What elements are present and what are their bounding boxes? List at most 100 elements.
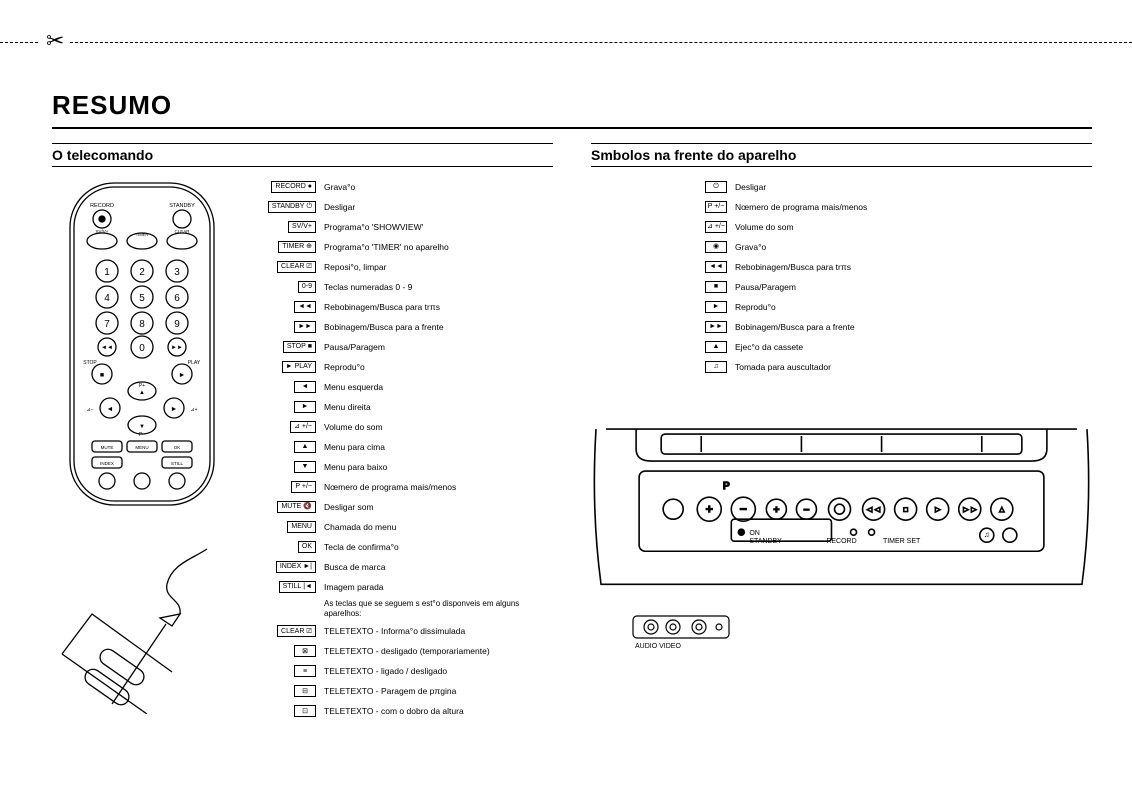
legend-desc: TELETEXTO - com o dobro da altura (324, 706, 464, 716)
legend-row: ▲ Menu para cima (260, 439, 553, 454)
legend-key-glyph: ▲ (713, 343, 720, 350)
legend-key-icon: CLEAR⎚ (260, 625, 316, 637)
svg-text:+: + (773, 505, 779, 516)
legend-row: ► Menu direita (260, 399, 553, 414)
legend-note: As teclas que se seguem s est°o disponve… (324, 599, 524, 620)
legend-desc: Rebobinagem/Busca para trπs (324, 302, 440, 312)
legend-key-glyph: ◄◄ (298, 303, 312, 310)
svg-text:STOP: STOP (83, 360, 97, 366)
legend-key-icon: ► (671, 301, 727, 313)
title-rule (52, 127, 1092, 129)
legend-key-icon: ⏻ (671, 181, 727, 193)
legend-key-icon: ≡ (260, 665, 316, 677)
svg-text:P−: P− (139, 432, 145, 438)
legend-key-icon: RECORD● (260, 181, 316, 193)
legend-desc: Reposi°o, limpar (324, 262, 386, 272)
legend-desc: Menu direita (324, 402, 371, 412)
legend-desc: Programa°o 'TIMER' no aparelho (324, 242, 449, 252)
legend-key-glyph: ► (302, 403, 309, 410)
svg-text:►►: ►► (962, 505, 978, 514)
legend-key-icon: TIMER⊕ (260, 241, 316, 253)
svg-text:►: ► (179, 372, 186, 379)
svg-text:►►: ►► (171, 345, 183, 351)
legend-key-icon: ▲ (260, 441, 316, 453)
legend-key-glyph: ⊟ (302, 688, 308, 695)
legend-row: ► PLAYReprodu°o (260, 359, 553, 374)
legend-key-label: 0-9 (302, 283, 312, 290)
legend-key-icon: ⊿ +/− (671, 221, 727, 233)
legend-key-glyph: ♫ (713, 363, 718, 370)
legend-key-label: OK (302, 543, 312, 550)
legend-key-label: INDEX (280, 563, 301, 570)
legend-key-icon: INDEX►| (260, 561, 316, 573)
legend-row: ◄Menu esquerda (260, 379, 553, 394)
legend-desc: Programa°o 'SHOWVIEW' (324, 222, 423, 232)
legend-key-glyph: ⏻ (713, 183, 719, 190)
legend-key-label: CLEAR (281, 628, 304, 635)
legend-row: ⊠TELETEXTO - desligado (temporariamente) (260, 644, 553, 659)
columns: O telecomando (52, 143, 1092, 724)
svg-text:AUDIO VIDEO: AUDIO VIDEO (635, 643, 681, 650)
legend-row: ♫Tomada para auscultador (671, 359, 1092, 374)
svg-text:3: 3 (174, 267, 180, 278)
legend-desc: Desligar (735, 182, 766, 192)
svg-text:−: − (740, 502, 747, 516)
legend-key-glyph: ►► (709, 323, 723, 330)
svg-text:◄◄: ◄◄ (866, 505, 882, 514)
legend-desc: Busca de marca (324, 562, 385, 572)
legend-desc: TELETEXTO - Paragem de pπgina (324, 686, 456, 696)
svg-text:MUTE: MUTE (101, 445, 114, 450)
svg-text:▲: ▲ (139, 390, 145, 396)
legend-row: CLEAR⎚ TELETEXTO - Informa°o dissimulada (260, 624, 553, 639)
legend-key-label: ⊿ +/− (294, 423, 312, 430)
legend-key-icon: 0-9 (260, 281, 316, 293)
svg-text:⊿+: ⊿+ (190, 407, 197, 413)
legend-desc: TELETEXTO - Informa°o dissimulada (324, 626, 465, 636)
legend-desc: Grava°o (324, 182, 355, 192)
legend-key-glyph: ◉ (713, 243, 719, 250)
cut-line (0, 42, 1132, 43)
legend-row: SV/V+Programa°o 'SHOWVIEW' (260, 219, 553, 234)
legend-key-glyph: ■ (308, 343, 312, 350)
legend-row: ►Reprodu°o (671, 299, 1092, 314)
legend-row: OKTecla de confirma°o (260, 539, 553, 554)
legend-row: ■Pausa/Paragem (671, 279, 1092, 294)
legend-desc: Menu para cima (324, 442, 385, 452)
legend-key-icon: ►► (260, 321, 316, 333)
svg-text:▼: ▼ (139, 424, 145, 430)
legend-desc: Nœmero de programa mais/menos (735, 202, 867, 212)
svg-text:RECORD: RECORD (90, 203, 114, 209)
svg-text:►: ► (934, 505, 942, 514)
svg-text:5: 5 (139, 293, 145, 304)
legend-key-glyph: ◄ (302, 383, 309, 390)
svg-text:◄◄: ◄◄ (101, 345, 113, 351)
page-content: RESUMO O telecomando (52, 90, 1092, 724)
svg-text:2: 2 (139, 267, 145, 278)
legend-desc: TELETEXTO - ligado / desligado (324, 666, 447, 676)
svg-text:OK: OK (174, 445, 181, 450)
legend-row: ⊟ TELETEXTO - Paragem de pπgina (260, 684, 553, 699)
svg-text:STANDBY: STANDBY (169, 203, 195, 209)
svg-text:INDEX: INDEX (100, 461, 114, 466)
svg-text:1: 1 (104, 267, 110, 278)
legend-key-icon: MUTE🔇 (260, 501, 316, 513)
legend-row: MENUChamada do menu (260, 519, 553, 534)
legend-desc: Reprodu°o (324, 362, 365, 372)
legend-desc: Pausa/Paragem (735, 282, 796, 292)
legend-key-icon: P +/− (671, 201, 727, 213)
legend-key-icon: STILL|◄ (260, 581, 316, 593)
legend-row: STILL|◄Imagem parada (260, 579, 553, 594)
svg-text:7: 7 (104, 319, 110, 330)
legend-desc: Volume do som (324, 422, 383, 432)
svg-text:ON: ON (749, 530, 759, 537)
legend-row: RECORD● Grava°o (260, 179, 553, 194)
scissors-icon: ✂ (40, 28, 70, 54)
legend-key-glyph: P +/− (708, 203, 725, 210)
legend-row: ⊡TELETEXTO - com o dobro da altura (260, 704, 553, 719)
legend-key-icon: ⊠ (260, 645, 316, 657)
legend-desc: Grava°o (735, 242, 766, 252)
legend-key-glyph: 🔇 (303, 503, 312, 510)
legend-key-glyph: ⊕ (306, 243, 312, 250)
svg-text:−: − (804, 505, 810, 516)
legend-row: CLEAR⎚Reposi°o, limpar (260, 259, 553, 274)
